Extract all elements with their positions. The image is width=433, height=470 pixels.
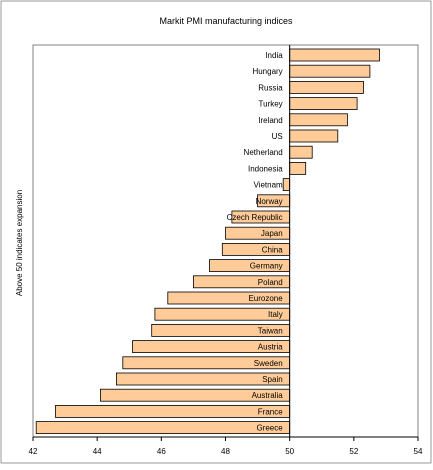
category-label: Germany: [250, 262, 283, 271]
category-label: Netherland: [244, 148, 283, 157]
category-label: China: [262, 245, 283, 254]
bar-turkey: [289, 97, 358, 110]
category-label: US: [272, 132, 283, 141]
category-label: Italy: [268, 310, 283, 319]
bar-indonesia: [289, 161, 307, 175]
category-label: Sweden: [254, 359, 283, 368]
category-label: Taiwan: [258, 326, 283, 335]
bar-vietnam: [282, 178, 291, 192]
x-tick-label: 46: [157, 447, 166, 456]
category-label: Czech Republic: [227, 213, 283, 222]
x-tick-label: 48: [221, 447, 230, 456]
chart-title: Markit PMI manufacturing indices: [159, 16, 293, 26]
category-label: Japan: [261, 229, 283, 238]
category-label: Indonesia: [248, 164, 283, 173]
bars-layer: [35, 48, 380, 435]
x-tick-label: 52: [349, 447, 358, 456]
category-label: Australia: [252, 391, 284, 400]
category-label: Hungary: [252, 67, 282, 76]
category-label: Russia: [258, 83, 283, 92]
bar-greece: [35, 421, 291, 435]
category-labels-layer: India Hungary Russia Turkey Ireland US Netherl…: [227, 51, 284, 433]
y-axis-label: Above 50 indicates expansion: [15, 190, 24, 296]
category-label: Austria: [258, 343, 283, 352]
x-tick-label: 54: [414, 447, 423, 456]
category-label: Turkey: [259, 100, 283, 109]
bar-india: [289, 48, 380, 62]
bar-ireland: [289, 113, 348, 127]
category-label: Spain: [262, 375, 282, 384]
category-label: France: [258, 407, 283, 416]
bar-russia: [289, 81, 364, 94]
category-label: Poland: [258, 278, 283, 287]
bar-hungary: [289, 64, 371, 78]
plot-area: [32, 44, 419, 438]
category-label: India: [265, 51, 283, 60]
category-label: Greece: [256, 424, 283, 433]
category-label: Norway: [256, 197, 283, 206]
x-ticks-layer: 42 44 46 48 50 52 54: [29, 437, 423, 456]
bar-netherland: [289, 145, 313, 159]
category-label: Vietnam: [253, 181, 283, 190]
bar-us: [289, 129, 339, 143]
x-tick-label: 44: [93, 447, 102, 456]
category-label: Ireland: [258, 116, 282, 125]
x-tick-label: 42: [29, 447, 38, 456]
category-label: Eurozone: [248, 294, 283, 303]
x-tick-label: 50: [285, 447, 294, 456]
bar-france: [55, 404, 291, 418]
